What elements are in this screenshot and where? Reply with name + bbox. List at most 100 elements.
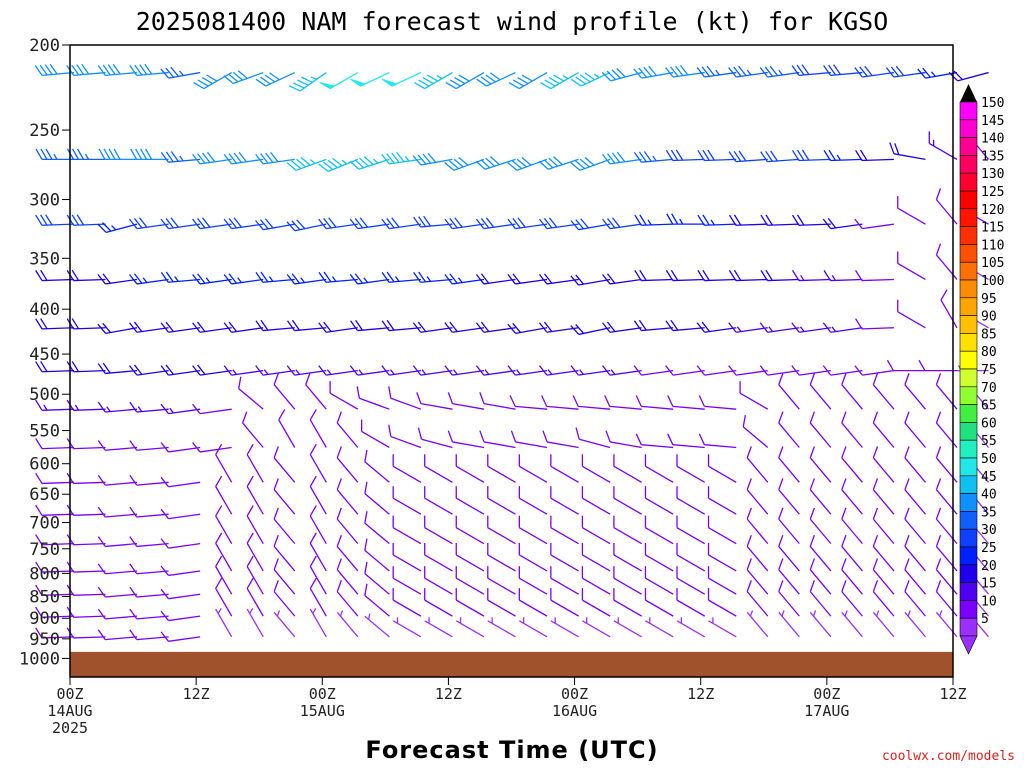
wind-barb [570,365,611,376]
wind-barb [129,440,169,451]
colorbar-label: 140 [981,132,1004,147]
wind-barb [392,588,422,617]
wind-barb [447,392,485,410]
wind-barb [336,580,359,617]
wind-barb [778,373,800,410]
wind-barb [97,536,138,548]
wind-barb [728,214,768,226]
wind-barb [223,151,264,165]
wind-barb [698,395,737,410]
wind-barb [581,588,611,617]
wind-barb [633,151,674,163]
wind-barb [192,151,232,165]
colorbar-label: 130 [981,167,1004,182]
wind-barb [841,610,863,638]
x-tick-label: 00Z [56,685,83,703]
wind-barb [273,373,296,410]
wind-barb [160,66,201,79]
wind-barb [854,365,895,376]
wind-barb [854,65,895,78]
colorbar-cell [959,368,978,388]
colorbar-cell [959,297,978,316]
wind-barb [193,72,233,90]
wind-barb [855,318,894,330]
wind-barb [948,70,989,82]
wind-barb [309,555,327,595]
wind-barb [696,321,737,333]
wind-barb [318,271,358,283]
wind-barb [392,515,422,545]
colorbar-cell [959,439,978,459]
wind-barb [917,67,958,79]
colorbar-label: 25 [981,541,997,556]
wind-barb [246,577,264,617]
wind-barb [759,322,800,333]
wind-barb [129,364,169,376]
wind-barb [444,273,485,285]
wind-barb [35,627,75,639]
wind-barb [160,321,201,333]
wind-barb [550,588,579,617]
colorbar-label: 135 [981,149,1004,164]
wind-barb [129,401,169,413]
y-tick-label: 350 [29,249,60,269]
wind-barb [518,617,548,638]
wind-barb [904,411,926,448]
wind-barb [97,563,138,575]
colorbar-label: 145 [981,114,1004,129]
wind-barb [305,373,327,410]
wind-barb [855,149,894,162]
wind-barb [791,149,831,162]
wind-barb [35,269,75,282]
wind-barb [602,217,642,230]
colorbar-cell [959,172,978,192]
wind-barb [570,274,611,286]
wind-barb [778,610,800,638]
colorbar-cell [959,564,978,583]
wind-barb [809,610,832,638]
wind-barb [872,558,895,595]
wind-barb [575,427,611,449]
wind-barb [97,586,138,598]
credit-link[interactable]: coolwx.com/models [882,749,1015,764]
wind-barb [872,507,895,545]
wind-barb [570,71,611,87]
wind-barb [581,566,611,595]
y-tick-label: 900 [29,609,60,629]
wind-barb [809,411,832,448]
y-tick-label: 700 [29,513,60,533]
wind-barb [255,151,295,165]
wind-barb [635,395,674,410]
wind-barb [760,150,800,163]
wind-barb [935,373,958,410]
wind-barb [791,64,831,77]
wind-barb [708,617,737,638]
wind-barb [392,454,422,483]
wind-barb [518,486,548,515]
wind-barb [413,271,453,283]
y-tick-label: 200 [29,36,60,56]
x-tick-label: 14AUG [47,702,92,720]
wind-barb [336,446,359,483]
colorbar-cell [959,528,978,548]
wind-barb [707,566,737,595]
wind-barb [778,507,800,545]
y-tick-label: 950 [29,630,60,650]
wind-barb [633,65,674,79]
wind-barb [602,151,642,165]
wind-barb [35,399,75,411]
wind-barb [507,217,548,230]
colorbar-cell [959,404,978,423]
colorbar-bottom-arrow [959,635,978,655]
wind-barb [445,72,485,90]
colorbar-cell [959,493,978,512]
wind-barb [540,72,579,90]
y-tick-label: 300 [29,191,60,211]
wind-barb [841,580,863,617]
wind-barb [246,555,264,595]
wind-barb [841,446,863,483]
wind-barb [791,270,831,282]
colorbar-cell [959,261,978,281]
wind-barb [581,454,611,483]
wind-barb [918,359,957,372]
